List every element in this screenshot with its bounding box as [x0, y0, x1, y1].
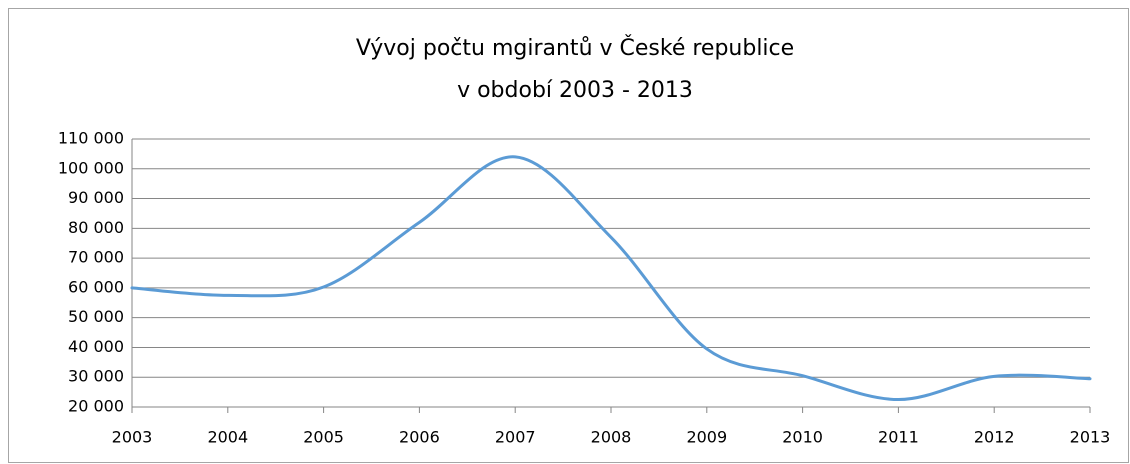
chart-frame — [8, 8, 1129, 463]
x-tick-label: 2011 — [878, 428, 919, 447]
x-tick-label: 2006 — [399, 428, 440, 447]
data-line — [130, 155, 1092, 402]
x-tick-label: 2012 — [974, 428, 1015, 447]
x-tick-label: 2013 — [1070, 428, 1111, 447]
x-tick-label: 2010 — [782, 428, 823, 447]
x-tick-label: 2003 — [112, 428, 153, 447]
y-tick-label: 60 000 — [68, 277, 124, 296]
x-tick-label: 2008 — [591, 428, 632, 447]
y-tick-label: 80 000 — [68, 218, 124, 237]
y-tick-label: 50 000 — [68, 307, 124, 326]
x-tick-label: 2009 — [686, 428, 727, 447]
y-tick-label: 70 000 — [68, 248, 124, 267]
y-tick-label: 90 000 — [68, 188, 124, 207]
y-tick-label: 40 000 — [68, 337, 124, 356]
y-tick-label: 30 000 — [68, 367, 124, 386]
chart-title: v období 2003 - 2013 — [457, 78, 693, 103]
chart-title: Vývoj počtu mgirantů v České republice — [356, 35, 794, 61]
x-tick-label: 2004 — [207, 428, 248, 447]
y-tick-label: 100 000 — [58, 158, 124, 177]
x-tick-label: 2007 — [495, 428, 536, 447]
x-tick-label: 2005 — [303, 428, 344, 447]
y-tick-label: 20 000 — [68, 397, 124, 416]
y-tick-label: 110 000 — [58, 129, 124, 148]
